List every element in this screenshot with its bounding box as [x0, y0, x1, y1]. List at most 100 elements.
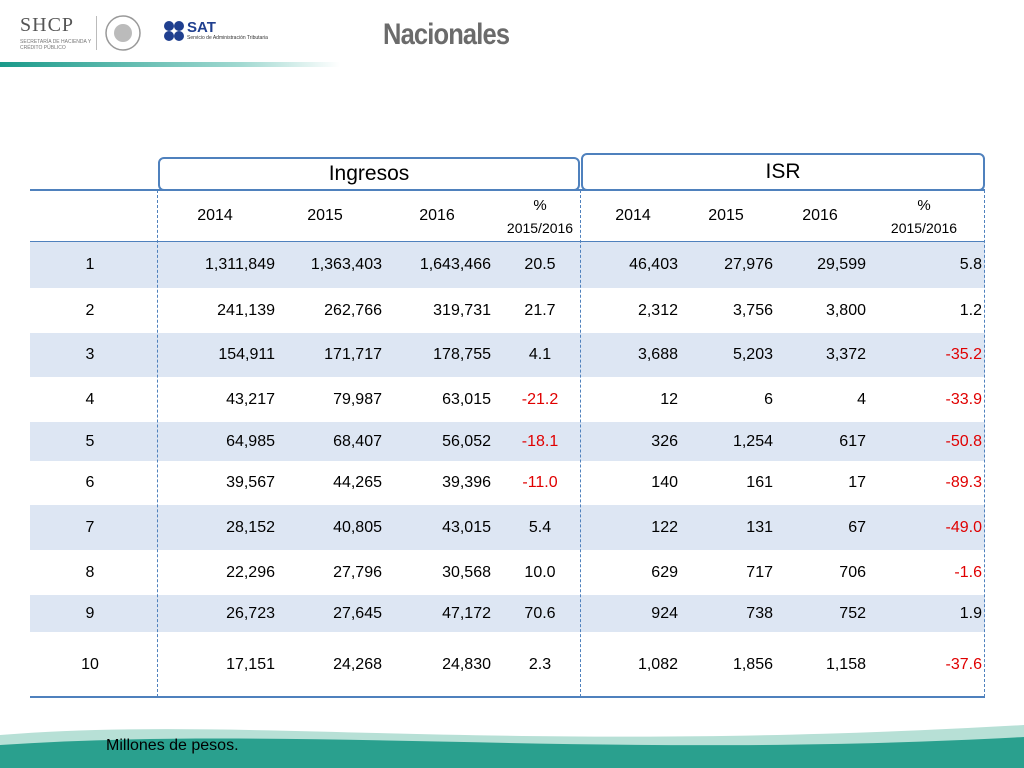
cell-value: 43,217: [226, 390, 275, 408]
row-band: [30, 333, 985, 377]
cell-value: 154,911: [218, 346, 275, 363]
cell-value: 1,643,466: [419, 256, 491, 273]
cell-value: 44,265: [333, 474, 382, 491]
cell-value: 122: [651, 518, 678, 536]
cell-value: 64,985: [226, 432, 275, 450]
slide-title: Nacionales: [383, 18, 510, 51]
agency-logo: SHCP SECRETARÍA DE HACIENDA Y CRÉDITO PÚ…: [20, 14, 100, 51]
service-name: SAT: [187, 19, 216, 36]
cell-value: 20.5: [524, 256, 556, 273]
cell-value: -21.2: [521, 390, 559, 408]
cell-value: 22,296: [226, 563, 275, 581]
cell-value: 1,082: [637, 655, 678, 673]
cell-value: 43,015: [442, 518, 491, 536]
cell-value: -37.6: [945, 655, 982, 673]
cell-value: 629: [651, 563, 678, 581]
cell-value: 617: [839, 432, 866, 450]
divider: [96, 16, 97, 50]
row-label: 4: [85, 390, 95, 408]
group-header: Ingresos: [158, 157, 580, 191]
cell-value: 1.9: [959, 604, 982, 622]
row-label: 8: [85, 563, 95, 581]
footer-wave: [0, 725, 1024, 768]
service-subtitle: Servicio de Administración Tributaria: [187, 35, 268, 41]
row-band: [30, 422, 985, 461]
cell-value: -11.0: [522, 474, 558, 491]
cell-value: 326: [651, 432, 678, 450]
column-header-symbol: %: [533, 197, 547, 214]
cell-value: 1,158: [825, 655, 866, 673]
row-label: 2: [85, 301, 95, 319]
cell-value: 4: [857, 390, 866, 408]
cell-value: 3,800: [825, 301, 866, 319]
cell-value: 717: [746, 563, 773, 581]
column-header: 2016: [802, 207, 838, 224]
row-band: [30, 242, 985, 288]
cell-value: 738: [746, 604, 773, 622]
cell-value: -33.9: [945, 390, 982, 408]
column-header: 2015: [307, 207, 343, 224]
column-divider: [580, 190, 581, 697]
row-label: 10: [81, 655, 99, 673]
cell-value: 70.6: [524, 604, 556, 622]
cell-value: 79,987: [333, 390, 382, 408]
cell-value: 1,254: [732, 432, 773, 450]
cell-value: 241,139: [217, 301, 275, 319]
cell-value: 2,312: [637, 301, 678, 319]
cell-value: 17,151: [226, 655, 275, 673]
cell-value: 4.1: [528, 346, 552, 363]
row-band: [30, 595, 985, 632]
row-label: 1: [85, 256, 95, 273]
column-header: 2014: [615, 207, 651, 224]
cell-value: 3,372: [825, 346, 866, 363]
cell-value: 1,856: [732, 655, 773, 673]
cell-value: 27,645: [333, 604, 382, 622]
cell-value: 12: [660, 390, 678, 408]
cell-value: 56,052: [442, 432, 491, 450]
cell-value: -89.3: [945, 474, 982, 491]
cell-value: 3,756: [732, 301, 773, 319]
cell-value: 68,407: [333, 432, 382, 450]
cell-value: 752: [839, 604, 866, 622]
column-divider: [157, 190, 158, 697]
column-header-symbol: %: [917, 197, 931, 214]
cell-value: 40,805: [333, 518, 382, 536]
row-label: 5: [85, 432, 95, 450]
cell-value: 1,363,403: [310, 256, 382, 273]
cell-value: -1.6: [954, 563, 982, 581]
cell-value: 924: [651, 604, 678, 622]
cell-value: 39,396: [442, 474, 491, 491]
cell-value: 17: [848, 474, 866, 491]
cell-value: 47,172: [442, 604, 491, 622]
cell-value: 6: [764, 390, 773, 408]
cell-value: -35.2: [945, 346, 982, 363]
cell-value: 178,755: [433, 346, 491, 363]
cell-value: 39,567: [226, 474, 275, 491]
cell-value: 30,568: [442, 563, 491, 581]
column-header: 2014: [197, 207, 233, 224]
cell-value: 29,599: [817, 256, 866, 273]
cell-value: 21.7: [524, 301, 556, 319]
cell-value: 161: [746, 474, 773, 491]
cell-value: 131: [746, 518, 773, 536]
cell-value: 24,830: [442, 655, 491, 673]
column-header-period: 2015/2016: [890, 220, 958, 236]
cell-value: 140: [651, 474, 678, 491]
header-rule: [0, 62, 340, 67]
row-label: 9: [85, 604, 95, 622]
cell-value: 319,731: [433, 301, 491, 319]
cell-value: -50.8: [945, 432, 982, 450]
row-label: 6: [85, 474, 95, 491]
agency-name: SHCP: [20, 14, 75, 36]
column-header: 2016: [419, 207, 455, 224]
row-label: 7: [85, 518, 95, 536]
table-bottom-rule: [30, 696, 985, 698]
column-header-period: 2015/2016: [506, 220, 574, 236]
agency-subtitle: SECRETARÍA DE HACIENDA Y CRÉDITO PÚBLICO: [20, 39, 92, 51]
emblem: [105, 15, 141, 51]
cell-value: 3,688: [637, 346, 678, 363]
header-rule: [30, 241, 985, 242]
cell-value: 63,015: [442, 390, 491, 408]
column-divider: [984, 190, 985, 697]
cell-value: 26,723: [226, 604, 275, 622]
